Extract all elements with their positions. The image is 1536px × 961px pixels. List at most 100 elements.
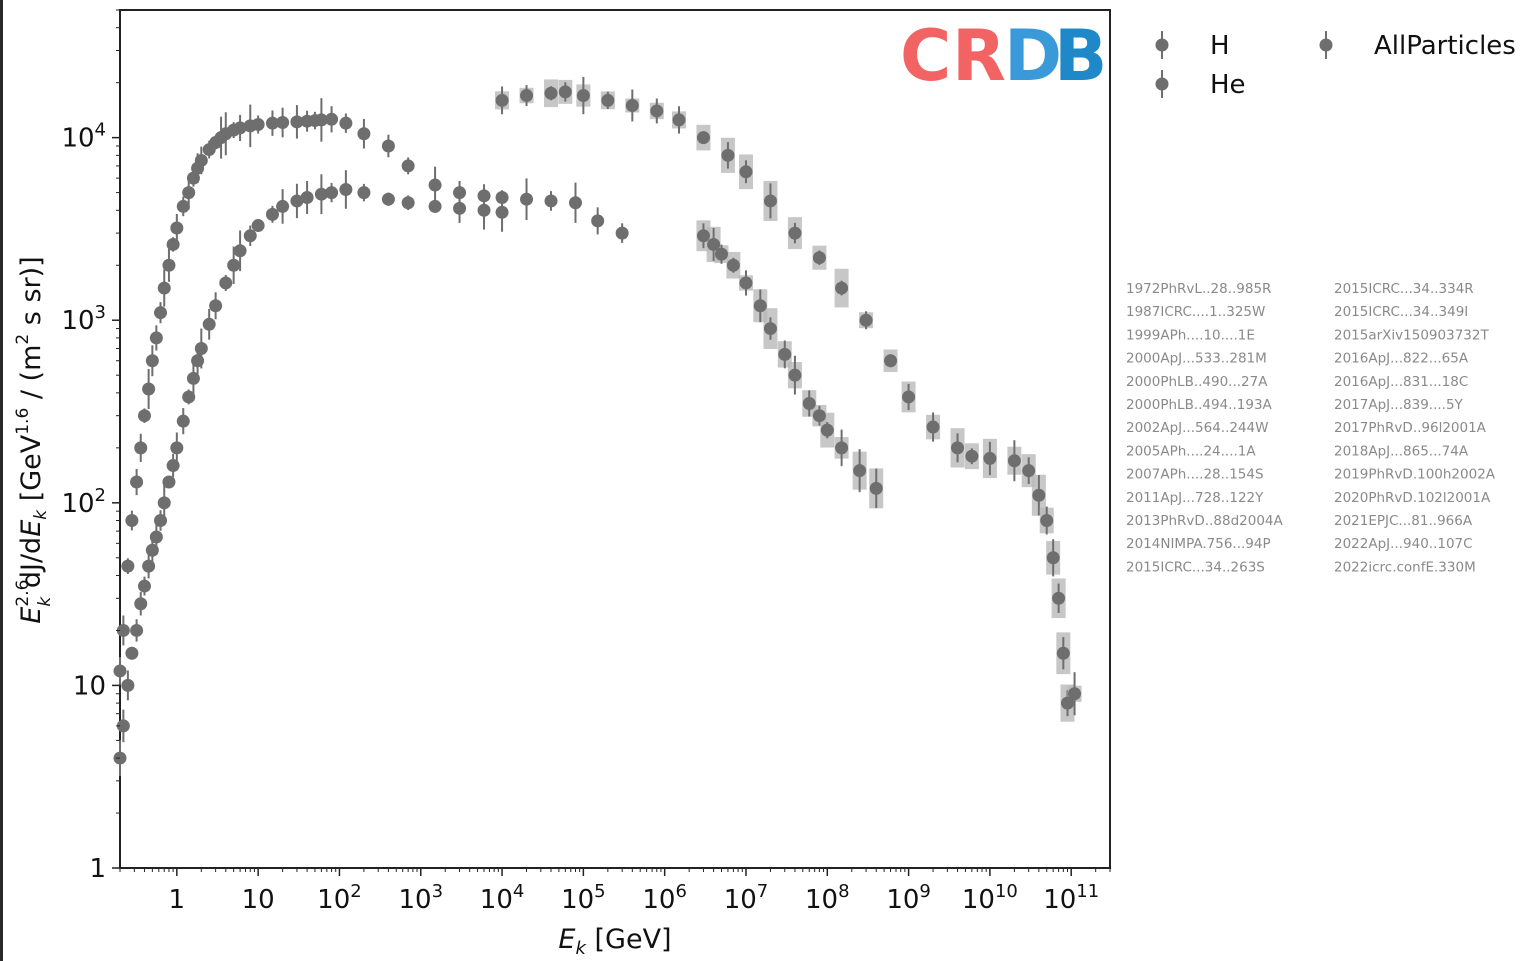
allparticles-series-point	[1052, 591, 1066, 605]
reference-item: 2007APh....28..154S	[1126, 467, 1264, 483]
he-series-point	[243, 229, 257, 243]
allparticles-series-point	[1068, 687, 1082, 701]
allparticles-series-point	[983, 451, 997, 465]
allparticles-series-point	[926, 420, 940, 434]
h-series-point	[715, 247, 729, 261]
reference-item: 2017PhRvD..96l2001A	[1334, 420, 1487, 436]
h-series-point	[853, 464, 867, 478]
allparticles-series-point	[965, 449, 979, 463]
h-series-point	[314, 113, 328, 127]
reference-item: 2000ApJ...533..281M	[1126, 351, 1267, 367]
he-series-point	[116, 719, 130, 733]
he-series-point	[401, 196, 415, 210]
y-tick-label: 103	[61, 302, 106, 336]
h-series-point	[113, 664, 127, 678]
he-series-point	[339, 182, 353, 196]
h-series-point	[453, 186, 467, 200]
legend-marker	[1155, 38, 1169, 52]
he-series-point	[300, 190, 314, 204]
he-series-point	[162, 475, 176, 489]
allparticles-series-point	[763, 194, 777, 208]
he-series-point	[265, 207, 279, 221]
allparticles-series-point	[739, 165, 753, 179]
reference-item: 1987ICRC....1..325W	[1126, 304, 1265, 320]
reference-item: 2015arXiv150903732T	[1334, 327, 1489, 343]
he-series-point	[149, 530, 163, 544]
h-series-point	[233, 121, 247, 135]
he-series-point	[314, 187, 328, 201]
allparticles-series-point	[1056, 646, 1070, 660]
h-series-point	[381, 139, 395, 153]
h-series-point	[182, 186, 196, 200]
reference-item: 2014NIMPA.756...94P	[1126, 536, 1271, 552]
allparticles-series-point	[1040, 514, 1054, 528]
allparticles-series-point	[1022, 464, 1036, 478]
x-tick-label: 104	[480, 881, 525, 915]
reference-item: 2000PhLB..490...27A	[1126, 374, 1268, 390]
x-tick-label: 10	[242, 885, 275, 915]
y-tick-label: 10	[73, 671, 106, 701]
y-tick-label: 1	[89, 854, 106, 884]
h-series-point	[162, 258, 176, 272]
he-series-point	[357, 186, 371, 200]
h-series-point	[739, 276, 753, 290]
allparticles-series-point	[835, 281, 849, 295]
h-series-point	[726, 258, 740, 272]
h-series-point	[134, 441, 148, 455]
allparticles-series-point	[902, 390, 916, 404]
he-series-point	[134, 597, 148, 611]
he-series-point	[166, 459, 180, 473]
he-series-point	[157, 496, 171, 510]
reference-item: 2016ApJ...831...18C	[1334, 374, 1468, 390]
h-series-point	[495, 190, 509, 204]
he-series-point	[202, 317, 216, 331]
he-series-point	[233, 244, 247, 258]
h-series-point	[802, 396, 816, 410]
allparticles-series-point	[696, 131, 710, 145]
he-series-point	[276, 199, 290, 213]
reference-item: 2016ApJ...822...65A	[1334, 351, 1469, 367]
x-tick-label: 103	[398, 881, 443, 915]
he-series-point	[170, 441, 184, 455]
he-series-point	[325, 186, 339, 200]
h-series-point	[812, 409, 826, 423]
reference-item: 2005APh....24....1A	[1126, 443, 1256, 459]
he-series-point	[121, 678, 135, 692]
allparticles-series-point	[650, 104, 664, 118]
allparticles-series-point	[1007, 454, 1021, 468]
allparticles-series-point	[1060, 696, 1074, 710]
allparticles-series-point	[601, 93, 615, 107]
reference-item: 2015ICRC...34..334R	[1334, 281, 1474, 297]
h-series-point	[145, 354, 159, 368]
reference-item: 2018ApJ...865...74A	[1334, 443, 1469, 459]
y-tick-label: 104	[61, 120, 106, 154]
allparticles-series-point	[576, 89, 590, 103]
he-series-point	[176, 414, 190, 428]
h-series-point	[707, 237, 721, 251]
svg-text:B: B	[1054, 15, 1107, 97]
he-series-point	[290, 194, 304, 208]
h-series-point	[116, 623, 130, 637]
reference-item: 2022icrc.confE.330M	[1334, 559, 1476, 575]
allparticles-series-point	[951, 441, 965, 455]
allparticles-series-point	[788, 226, 802, 240]
h-series-point	[176, 199, 190, 213]
he-series-point	[182, 390, 196, 404]
h-series-point	[339, 116, 353, 130]
h-series-point	[401, 159, 415, 173]
h-series-point	[137, 409, 151, 423]
h-series-point	[154, 306, 168, 320]
h-series-point	[265, 116, 279, 130]
h-series-point	[778, 347, 792, 361]
he-series-point	[154, 514, 168, 528]
reference-item: 2021EPJC...81..966A	[1334, 513, 1473, 529]
x-tick-label: 102	[317, 881, 362, 915]
legend-label: H	[1210, 31, 1230, 61]
he-series-point	[251, 219, 265, 233]
he-series-point	[130, 623, 144, 637]
he-series-point	[186, 371, 200, 385]
legend: H He AllParticles	[1155, 31, 1516, 100]
h-series-point	[568, 196, 582, 210]
he-series-point	[145, 543, 159, 557]
